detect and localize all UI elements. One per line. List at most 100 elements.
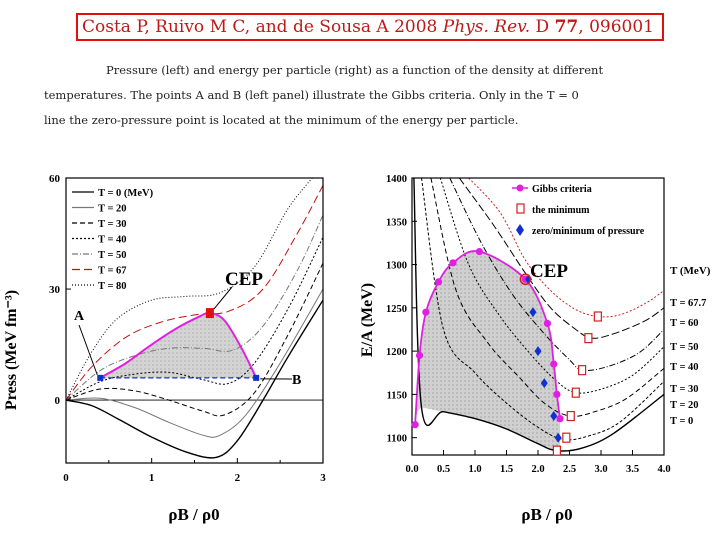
- energy-gibbs-region: [415, 251, 561, 451]
- temperature-header: T (MeV): [670, 265, 711, 277]
- energy-y-tick-label: 1250: [386, 304, 407, 315]
- temperature-label: T = 40: [670, 362, 699, 373]
- pressure-legend-label: T = 20: [98, 204, 127, 215]
- pressure-x-tick-label: 1: [149, 472, 155, 484]
- energy-x-tick-label: 4.0: [657, 464, 670, 475]
- energy-series-line: [468, 178, 664, 318]
- gibbs-point: [411, 421, 419, 429]
- pressure-cep-marker: [205, 308, 214, 319]
- energy-x-tick-label: 2.5: [563, 464, 576, 475]
- pressure-legend-label: T = 0 (MeV): [98, 188, 154, 199]
- energy-series-line: [439, 178, 664, 394]
- pressure-x-tick-label: 2: [235, 472, 241, 484]
- citation-journal: Phys. Rev.: [442, 17, 531, 37]
- gibbs-point: [550, 360, 558, 368]
- temperature-label: T = 50: [670, 342, 699, 353]
- minimum-point: [593, 311, 602, 322]
- energy-x-tick-label: 1.5: [500, 464, 513, 475]
- minimum-point: [578, 365, 587, 376]
- energy-cep-label: CEP: [530, 261, 568, 282]
- gibbs-point: [415, 351, 424, 360]
- minimum-point: [562, 432, 571, 443]
- energy-x-tick-label: 3.0: [594, 464, 607, 475]
- citation-volume: 77: [554, 17, 579, 37]
- gibbs-point: [543, 319, 552, 328]
- energy-legend-label: Gibbs criteria: [532, 184, 592, 195]
- energy-series-line: [458, 178, 664, 339]
- pressure-legend: T = 0 (MeV) T = 20 T = 30 T = 40 T = 50 T = 6…: [72, 188, 154, 292]
- pressure-legend-label: T = 67: [98, 266, 127, 277]
- temperature-label: T = 60: [670, 318, 699, 329]
- energy-y-tick-label: 1400: [386, 174, 407, 185]
- pressure-legend-label: T = 50: [98, 250, 127, 261]
- minimum-point: [552, 445, 561, 456]
- gibbs-point: [475, 247, 484, 256]
- gibbs-point: [422, 308, 430, 316]
- point-a-label: A: [74, 309, 85, 324]
- energy-series-line: [413, 178, 664, 452]
- pressure-series-line: [66, 185, 323, 401]
- temperature-label: T = 0: [670, 416, 693, 427]
- figure-caption: Pressure (left) and energy per particle …: [44, 58, 684, 133]
- energy-y-tick-label: 1300: [386, 261, 407, 272]
- cep-arrow: [213, 286, 233, 310]
- point-a-arrow: [78, 324, 98, 376]
- energy-x-tick-label: 3.5: [626, 464, 639, 475]
- temperature-label: T = 67.7: [670, 298, 706, 309]
- zero-pressure-point: [554, 432, 562, 443]
- energy-x-tick-label: 2.0: [531, 464, 544, 475]
- zero-pressure-point: [534, 346, 542, 357]
- energy-y-label: E/A (MeV): [359, 283, 376, 357]
- citation-article: 096001: [589, 17, 654, 37]
- energy-legend-swatch: [516, 184, 524, 192]
- energy-x-tick-label: 0.5: [437, 464, 450, 475]
- energy-legend-swatch: [516, 203, 525, 214]
- pressure-series-line: [66, 214, 323, 401]
- pressure-chart: Press (MeV fm⁻³) ρB / ρ0 T = 0 (MeV)T = …: [3, 173, 326, 524]
- pressure-legend-label: T = 40: [98, 235, 127, 246]
- point-b-label: B: [292, 373, 301, 388]
- energy-series-line: [430, 178, 664, 417]
- citation-box: Costa P, Ruivo M C, and de Sousa A 2008 …: [76, 13, 664, 41]
- pressure-legend-label: T = 30: [98, 219, 127, 230]
- caption-line-3: line the zero-pressure point is located …: [44, 113, 519, 127]
- energy-cep-marker: [519, 273, 532, 286]
- energy-x-label: ρB / ρ0: [521, 505, 572, 524]
- pressure-y-tick-label: 30: [49, 284, 61, 296]
- pressure-gibbs-curve: [99, 311, 258, 379]
- temperature-label: T = 20: [670, 400, 699, 411]
- zero-pressure-point: [540, 378, 548, 389]
- pressure-y-tick-label: 0: [55, 395, 61, 407]
- minimum-point: [584, 333, 593, 344]
- pressure-x-tick-label: 0: [63, 472, 69, 484]
- pressure-x-tick-label: 3: [320, 472, 326, 484]
- pressure-gibbs-region: [100, 312, 257, 378]
- pressure-series-line: [66, 288, 323, 438]
- pressure-series-line: [66, 262, 323, 417]
- energy-y-tick-label: 1100: [387, 434, 407, 445]
- energy-chart: E/A (MeV) ρB / ρ0 Gibbs criteria the mini…: [359, 174, 711, 524]
- energy-y-tick-label: 1200: [386, 347, 407, 358]
- pressure-y-tick-label: 60: [49, 173, 61, 185]
- energy-y-tick-label: 1150: [387, 390, 407, 401]
- pressure-legend-label: T = 80: [98, 281, 127, 292]
- pressure-x-label: ρB / ρ0: [168, 505, 219, 524]
- gibbs-point: [434, 278, 443, 286]
- pressure-cep-label: CEP: [225, 269, 263, 290]
- gibbs-point: [449, 259, 457, 267]
- minimum-point: [571, 387, 580, 398]
- temperature-label: T = 30: [670, 384, 699, 395]
- energy-y-tick-label: 1350: [386, 217, 407, 228]
- gibbs-point: [556, 415, 564, 423]
- point-a-marker: [97, 374, 104, 381]
- energy-legend: Gibbs criteria the minimum zero/minimum of…: [512, 184, 645, 237]
- energy-legend-swatch: [516, 224, 524, 236]
- temperature-labels: T = 67.7 T = 60 T = 50 T = 40 T = 30 T = 20 T …: [670, 298, 706, 427]
- energy-legend-label: zero/minimum of pressure: [532, 226, 645, 237]
- point-b-marker: [253, 374, 260, 381]
- energy-legend-label: the minimum: [532, 205, 590, 216]
- citation-authors: Costa P, Ruivo M C, and de Sousa A 2008: [82, 17, 438, 37]
- caption-line-1: Pressure (left) and energy per particle …: [106, 63, 604, 77]
- minimum-point: [566, 410, 575, 422]
- gibbs-point: [553, 390, 561, 399]
